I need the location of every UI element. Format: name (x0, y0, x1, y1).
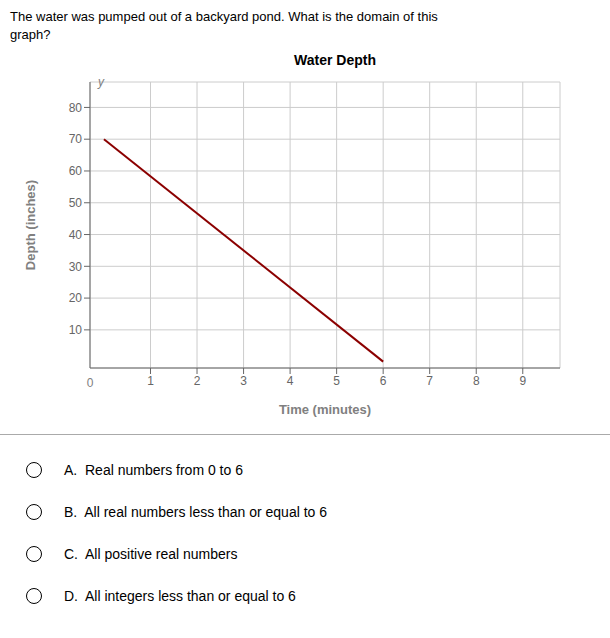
svg-text:10: 10 (69, 323, 83, 337)
svg-text:7: 7 (426, 374, 433, 388)
html-text:B. All real numbers less than: B. All real numbers less than or equal t… (64, 504, 327, 520)
svg-text:70: 70 (69, 132, 83, 146)
svg-text:y: y (97, 75, 105, 89)
svg-text:9: 9 (519, 374, 526, 388)
html-text:The water was pumped out of a: The water was pumped out of a backyard p… (10, 9, 438, 24)
svg-text:30: 30 (69, 260, 83, 274)
svg-text:8: 8 (473, 374, 480, 388)
svg-text:2: 2 (194, 374, 201, 388)
svg-text:Depth (inches): Depth (inches) (23, 180, 38, 270)
svg-text:50: 50 (69, 196, 83, 210)
html-text:C. All positive real numbers: C. All positive real numbers (64, 546, 238, 562)
svg-text:4: 4 (287, 374, 294, 388)
svg-text:40: 40 (69, 228, 83, 242)
svg-text:3: 3 (240, 374, 247, 388)
svg-text:5: 5 (333, 374, 340, 388)
svg-text:0: 0 (87, 376, 94, 390)
svg-text:20: 20 (69, 291, 83, 305)
svg-text:1: 1 (147, 374, 154, 388)
html-text:D. All integers less than or e: D. All integers less than or equal to 6 (64, 588, 296, 604)
svg-text:60: 60 (69, 164, 83, 178)
svg-text:Time (minutes): Time (minutes) (279, 402, 371, 417)
svg-text:80: 80 (69, 101, 83, 115)
html-text:A. Real numbers from 0 to 6: A. Real numbers from 0 to 6 (64, 462, 243, 478)
html-text:graph?: graph? (10, 27, 51, 42)
html-text:Water Depth: Water Depth (294, 52, 376, 68)
svg-text:6: 6 (380, 374, 387, 388)
